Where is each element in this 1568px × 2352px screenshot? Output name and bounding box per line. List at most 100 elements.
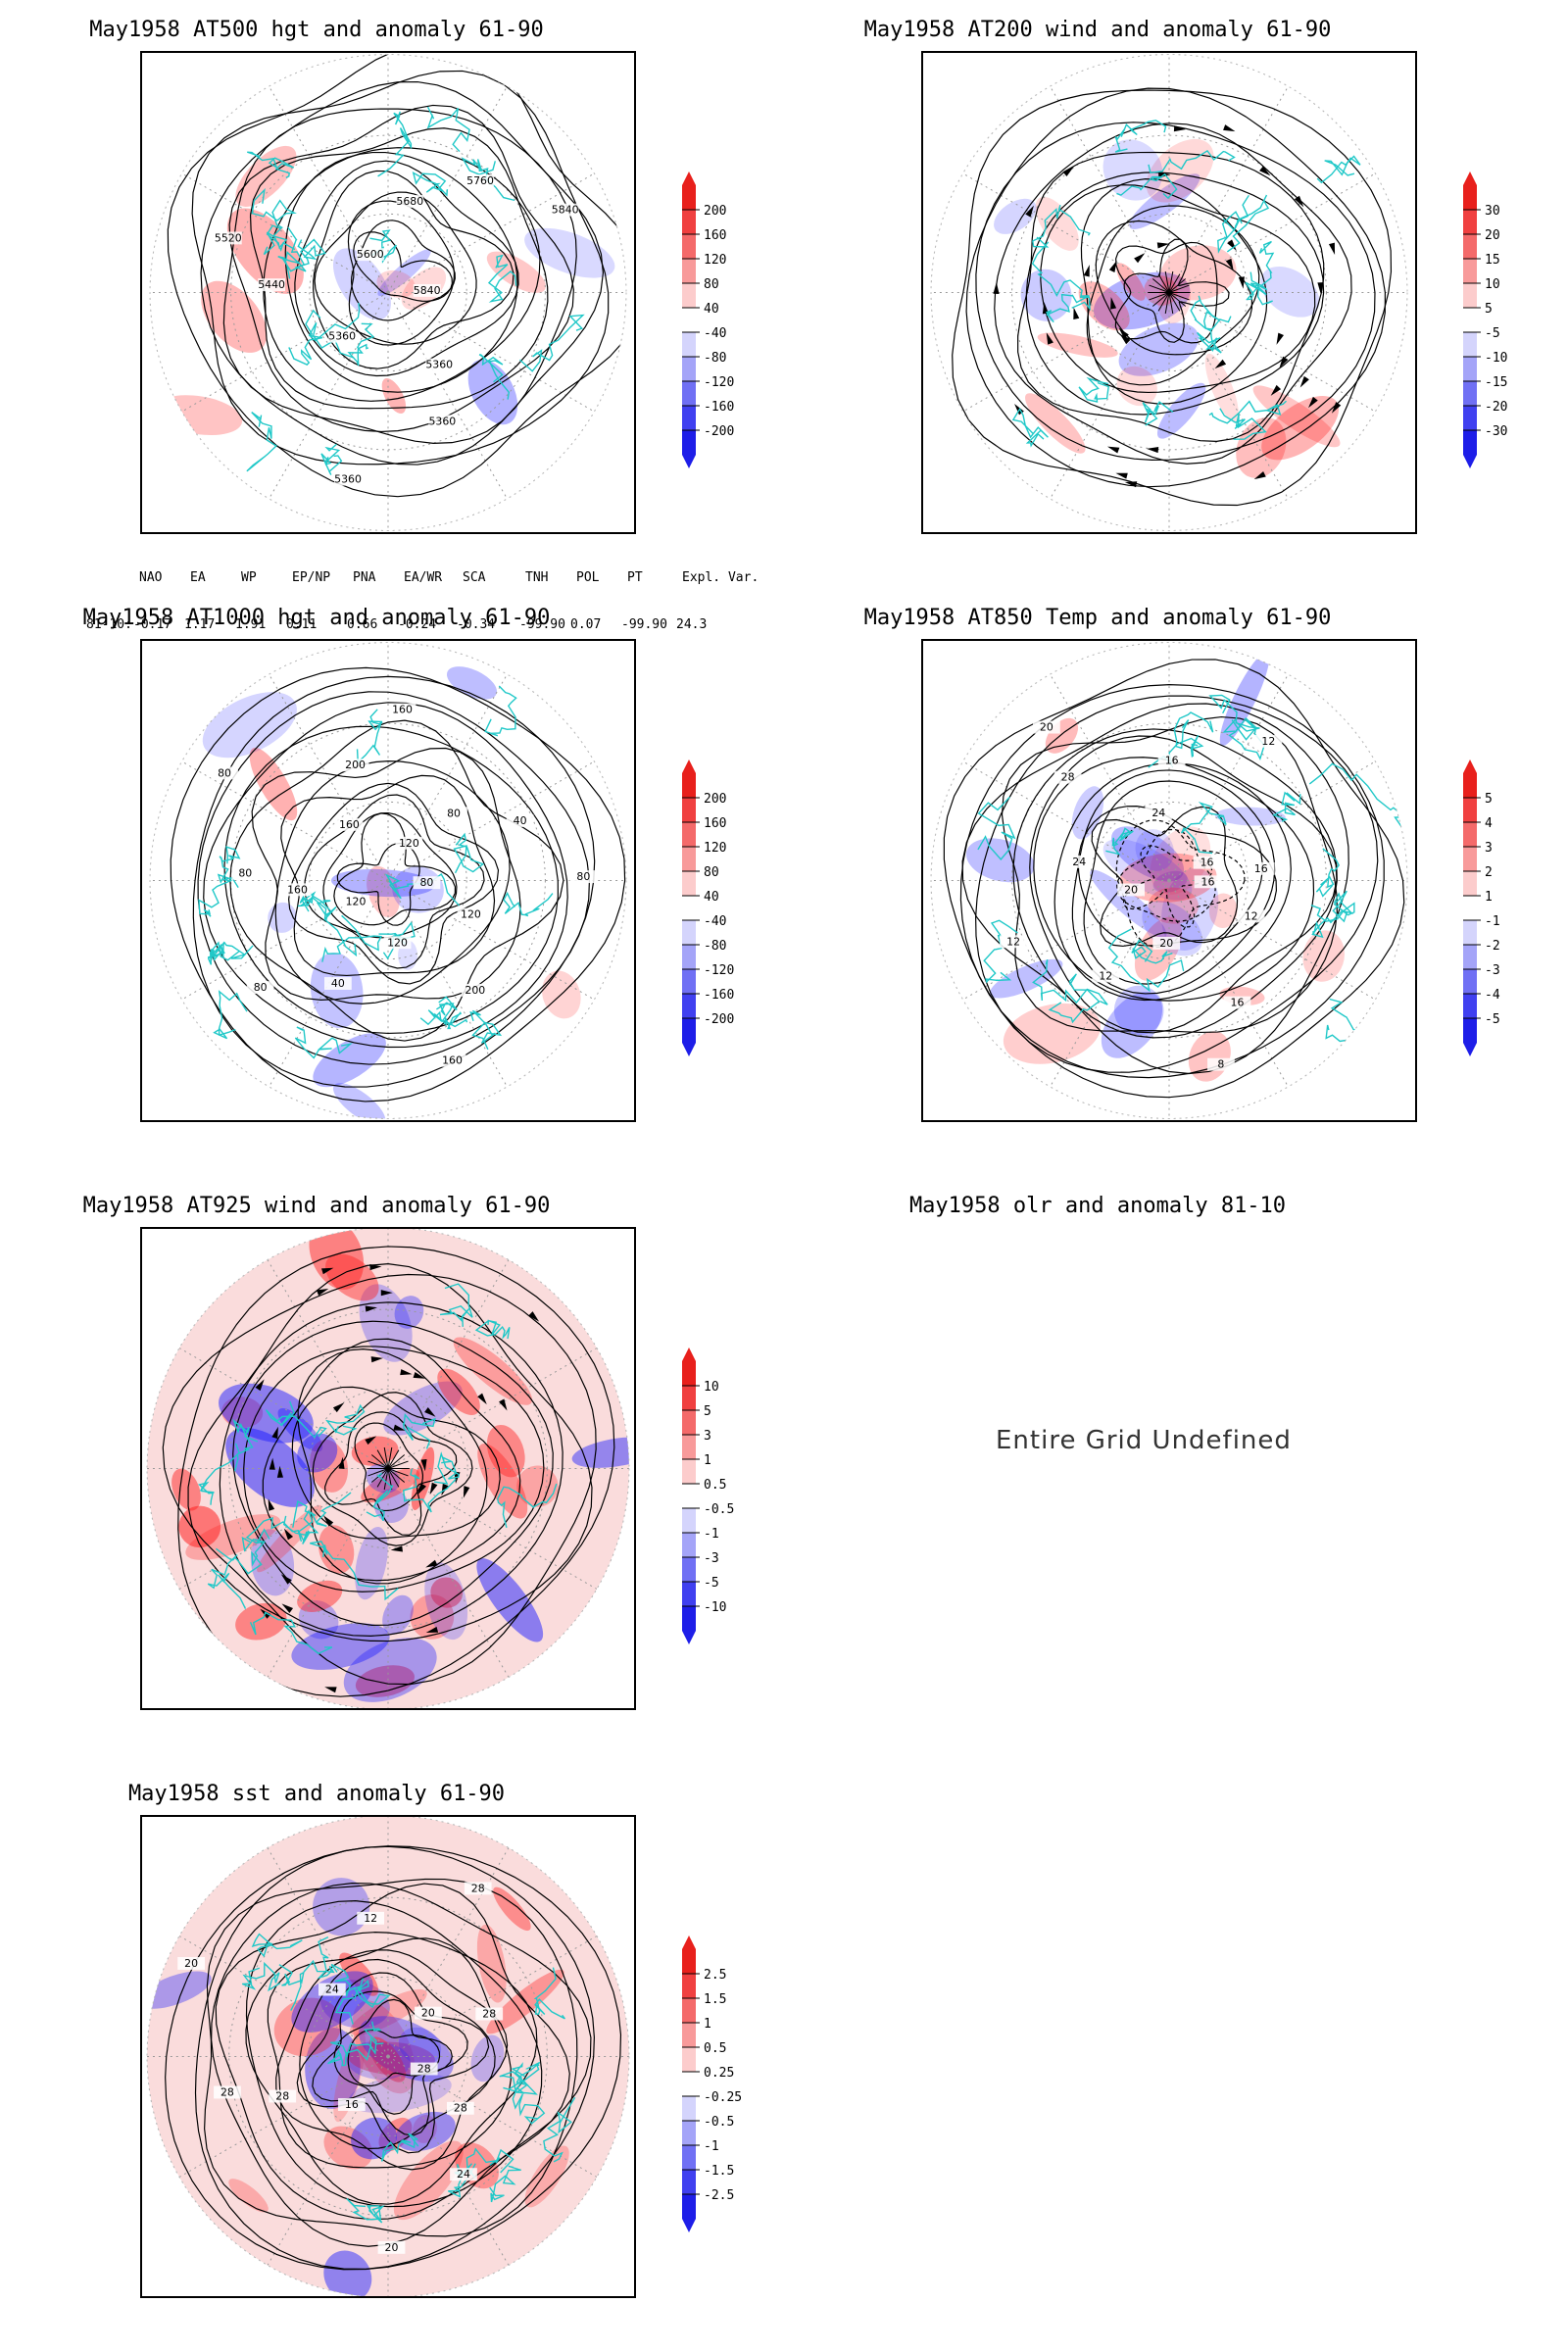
colorbar-label: 0.5 [704, 2041, 726, 2056]
contour-line [1029, 735, 1338, 1034]
coastline [213, 990, 248, 1040]
anomaly-shading [467, 359, 518, 425]
index-header: PT [627, 570, 643, 585]
index-value: -99.90 [519, 617, 565, 632]
colorbar-label: -40 [704, 914, 726, 929]
index-header: EA/WR [404, 570, 443, 585]
wind-arrow [1042, 302, 1049, 315]
colorbar-label: 120 [704, 841, 726, 856]
contour-label: 16 [1165, 755, 1179, 767]
contour-label-bg [258, 278, 285, 292]
anomaly-shading [330, 868, 435, 898]
wind-arrow [425, 1559, 438, 1568]
coastline [983, 919, 1018, 984]
index-value: 0.66 [347, 617, 378, 632]
colorbar-arrow-top [682, 760, 696, 773]
meridian [1050, 85, 1170, 293]
contour-line [1001, 715, 1338, 1034]
coastline [198, 1443, 240, 1505]
colorbar-segment [1463, 210, 1477, 234]
meridian [1168, 292, 1376, 413]
anomaly-shading [470, 2034, 505, 2082]
coastline [325, 1403, 366, 1436]
contour-label-bg [475, 2007, 504, 2021]
colorbar-arrow-top [682, 1936, 696, 1949]
contour-label: 160 [287, 883, 308, 896]
coastline [207, 941, 240, 965]
contour-label: 20 [1124, 883, 1138, 896]
anomaly-shading [1102, 839, 1193, 901]
anomaly-shading [249, 747, 298, 821]
colorbar-segment [682, 2072, 696, 2096]
wind-arrow [324, 1687, 337, 1693]
wind-arrow [413, 1372, 425, 1379]
meridian [962, 760, 1170, 881]
coastline [1078, 376, 1109, 403]
colorbar-segment [682, 1508, 696, 1533]
contour-line [965, 87, 1386, 488]
contour-line [251, 747, 521, 1001]
wind-arrow [1118, 327, 1129, 339]
coastline [346, 2198, 385, 2224]
contour-line [191, 70, 610, 466]
coastline [294, 238, 326, 272]
map-at500: 5840 5360 5360 5360 5360 5440 5520 5600 5680 5760… [140, 51, 636, 534]
contour-label: 16 [1200, 857, 1214, 869]
anomaly-shading [305, 2028, 361, 2109]
colorbar-segment [682, 945, 696, 969]
contour-label-bg [1193, 856, 1221, 869]
colorbar-segment [682, 1949, 696, 1974]
colorbar-label: 20 [1485, 228, 1500, 243]
contour-label-bg [328, 329, 357, 343]
coastline [299, 891, 333, 916]
wind-arrow [1106, 446, 1120, 454]
colorbar-label: 200 [704, 792, 726, 807]
contour-line [333, 812, 457, 926]
contour-label: 20 [1159, 937, 1173, 950]
anomaly-shading [446, 666, 497, 700]
contour-label-bg [177, 1957, 205, 1970]
contour-label-bg [1032, 720, 1060, 734]
colorbar-segment [1463, 430, 1477, 455]
map-at1000: 80 120 200 160 120 40 80 120 160 80 80 160 200 160 120… [140, 639, 636, 1122]
coastline [384, 873, 461, 906]
coastline [1114, 120, 1167, 153]
coastline [497, 1483, 558, 1528]
coastline [543, 2096, 576, 2163]
anomaly-shading [1118, 322, 1200, 376]
contour-line [943, 659, 1405, 1099]
contour-label-bg [388, 703, 416, 716]
colorbar-segment [682, 896, 696, 920]
contour-label-bg [335, 817, 364, 831]
colorbar-label: -20 [1485, 400, 1507, 415]
anomaly-shading [1148, 887, 1200, 924]
contour-label: 5520 [215, 231, 242, 244]
coastline [1219, 408, 1267, 440]
meridian [1050, 292, 1170, 500]
coastline [251, 1933, 303, 1958]
meridian [387, 880, 508, 1088]
colorbar-segment [1463, 871, 1477, 896]
colorbar-label: 1 [1485, 890, 1493, 905]
contour-line [1091, 806, 1239, 948]
anomaly-shading [201, 280, 268, 353]
colorbar-segment [1463, 283, 1477, 308]
contour-line [304, 794, 485, 969]
wind-arrow [463, 1486, 470, 1498]
anomaly-shading [1156, 382, 1206, 439]
meridian [962, 172, 1170, 293]
wind-arrow [1083, 265, 1090, 277]
coastline [366, 1472, 394, 1521]
coastline [1315, 848, 1341, 898]
contour-label: 5360 [425, 359, 453, 371]
colorbar-label: 4 [1485, 816, 1493, 831]
contour-line [192, 675, 596, 1088]
colorbar: 200 160 120 80 40 -40 -80 -120 -160 -200 [682, 172, 760, 478]
contour-label: 5360 [328, 330, 356, 343]
coastline [977, 796, 1016, 861]
coastline [1272, 791, 1301, 822]
contour-label-bg [446, 2101, 474, 2115]
meridian [181, 760, 389, 881]
colorbar-label: -160 [704, 400, 734, 415]
contour-line [165, 1845, 622, 2271]
